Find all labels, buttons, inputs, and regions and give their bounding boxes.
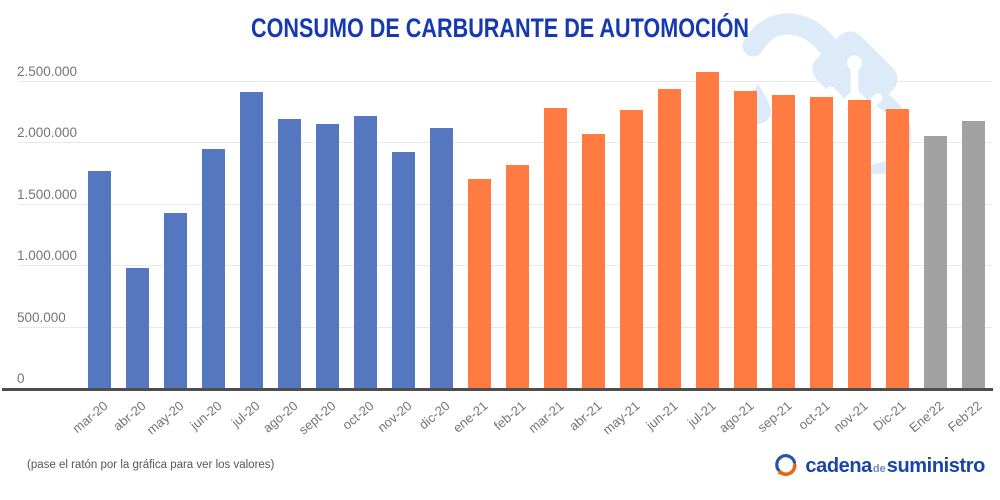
plot-area: 0 500.000 1.000.000 1.500.000 2.000.000 2.500…	[0, 55, 1000, 389]
bar-sep-21[interactable]	[771, 94, 795, 389]
bar-Ene'22[interactable]	[923, 135, 947, 389]
hover-hint: (pase el ratón por la gráfica para ver l…	[27, 459, 275, 471]
bar-nov-21[interactable]	[847, 99, 871, 389]
y-axis-tick-label: 500.000	[17, 309, 66, 325]
bar-oct-21[interactable]	[809, 96, 833, 389]
brand-logo[interactable]: cadena de suministro	[773, 452, 985, 479]
bar-jul-20[interactable]	[239, 92, 263, 389]
bar-dic-20[interactable]	[429, 127, 453, 389]
bar-Feb'22[interactable]	[961, 120, 985, 389]
brand-de: de	[872, 463, 886, 475]
bar-jul-21[interactable]	[695, 72, 719, 389]
bar-ago-20[interactable]	[277, 119, 301, 389]
y-axis-tick-label: 1.500.000	[17, 186, 78, 202]
cadena-logo-icon	[775, 454, 797, 476]
bar-ago-21[interactable]	[733, 91, 757, 389]
bar-ene-21[interactable]	[467, 178, 491, 389]
bar-mar-21[interactable]	[543, 107, 567, 389]
brand-cadena: cadena	[805, 455, 872, 477]
y-axis-tick-label: 0	[17, 371, 25, 386]
y-axis-tick-label: 2.500.000	[17, 63, 78, 79]
gridline	[18, 203, 992, 205]
gridline	[18, 80, 992, 82]
gridline	[18, 326, 992, 328]
bar-oct-20[interactable]	[353, 115, 377, 389]
bar-feb-21[interactable]	[505, 164, 529, 389]
y-axis-tick-label: 2.000.000	[17, 125, 78, 140]
gridline	[18, 142, 992, 143]
bar-jun-20[interactable]	[201, 149, 225, 389]
bar-sept-20[interactable]	[315, 123, 339, 389]
bar-Dic-21[interactable]	[885, 108, 909, 389]
chart-title: CONSUMO DE CARBURANTE DE AUTOMOCIÓN	[250, 13, 750, 43]
bar-jun-21[interactable]	[657, 89, 681, 389]
gridline	[18, 265, 992, 266]
y-axis-tick-label: 1.000.000	[17, 248, 78, 263]
bar-may-21[interactable]	[619, 109, 643, 389]
bar-abr-21[interactable]	[581, 133, 605, 389]
bar-nov-20[interactable]	[391, 152, 415, 389]
bar-abr-20[interactable]	[125, 268, 149, 389]
bar-mar-20[interactable]	[87, 170, 111, 389]
brand-suministro: suministro	[886, 455, 986, 477]
x-axis-baseline	[2, 388, 993, 391]
bar-may-20[interactable]	[163, 213, 187, 389]
